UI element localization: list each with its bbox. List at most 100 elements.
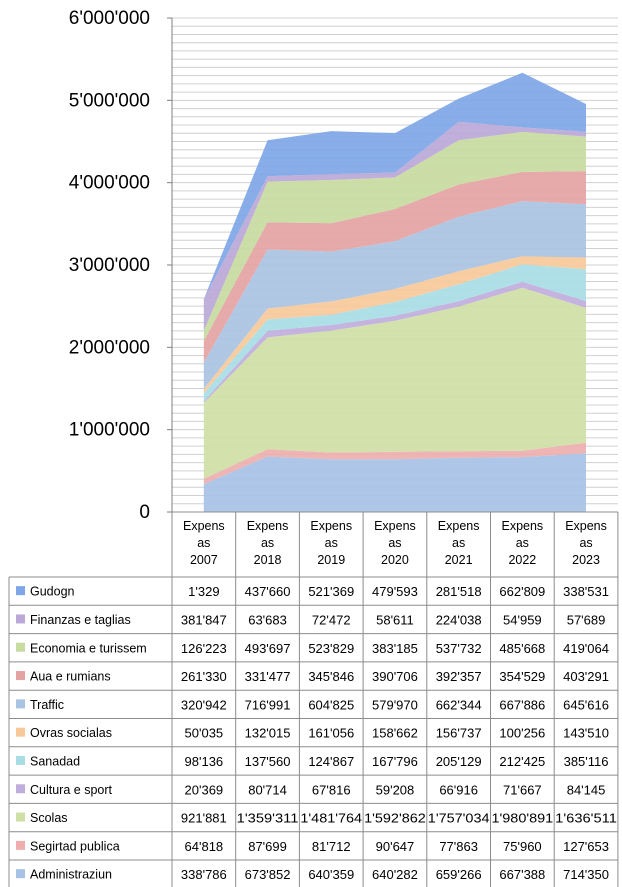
legend-swatch-sanadad — [16, 755, 25, 765]
legend-swatch-ovras-socialas — [16, 727, 25, 737]
legend-swatch-finanzas-e-taglias — [16, 614, 25, 624]
data-table: Expens as 2007 Expens as 2018 Expens as 2019 Expe… — [8, 511, 619, 887]
table-cell-value: 66'916 — [439, 782, 478, 797]
y-tick-label: 2'000'000 — [69, 337, 150, 358]
table-cell-value: 1'329 — [188, 584, 219, 599]
area-administraziun — [203, 453, 587, 512]
table-cell-value: 20'369 — [185, 782, 224, 797]
x-category-label: Expens as 2022 — [501, 519, 543, 567]
table-cell-value: 673'852 — [245, 867, 291, 882]
table-cell-value: 67'816 — [312, 782, 351, 797]
table-cell-value: 1'757'034 — [428, 811, 490, 826]
area-economia-e-turissem — [203, 131, 587, 342]
area-sanadad — [203, 264, 587, 402]
legend-label: Sanadad — [30, 754, 80, 768]
x-category-label: Expens as 2023 — [565, 519, 607, 567]
table-cell-value: 437'660 — [245, 584, 291, 599]
x-category-label: Expens as 2019 — [310, 519, 352, 567]
x-category-label: Expens as 2020 — [374, 519, 416, 567]
table-cell-value: 71'667 — [503, 782, 542, 797]
table-cell-value: 137'560 — [245, 754, 291, 769]
y-tick-label: 3'000'000 — [69, 255, 150, 276]
legend-swatch-traffic — [16, 699, 25, 709]
table-cell-value: 124'867 — [308, 754, 354, 769]
table-cell-value: 75'960 — [503, 839, 542, 854]
table-cell-value: 381'847 — [181, 612, 227, 627]
area-series — [203, 72, 587, 512]
table-cell-value: 63'683 — [248, 612, 287, 627]
table-cell-value: 662'809 — [499, 584, 545, 599]
legend-label: Segirtad publica — [30, 839, 120, 853]
table-cell-value: 667'388 — [499, 867, 545, 882]
table-cell-value: 716'991 — [245, 697, 291, 712]
table-cell-value: 90'647 — [376, 839, 415, 854]
legend-label: Cultura e sport — [30, 783, 113, 797]
table-cell-value: 354'529 — [499, 669, 545, 684]
table-cell-value: 59'208 — [376, 782, 415, 797]
table-cell-value: 523'829 — [308, 641, 354, 656]
table-cell-value: 714'350 — [563, 867, 609, 882]
area-gudogn — [203, 72, 587, 300]
legend-label: Administraziun — [30, 868, 112, 882]
table-cell-value: 57'689 — [567, 612, 606, 627]
table-cell-value: 72'472 — [312, 612, 351, 627]
table-cell-value: 224'038 — [436, 612, 482, 627]
legend-label: Aua e rumians — [30, 670, 111, 684]
table-cell-value: 212'425 — [499, 754, 545, 769]
table-cell-value: 390'706 — [372, 669, 418, 684]
table-cell-value: 537'732 — [436, 641, 482, 656]
table-cell-value: 345'846 — [308, 669, 354, 684]
table-cell-value: 338'786 — [181, 867, 227, 882]
legend-label: Ovras socialas — [30, 726, 112, 740]
table-cell-value: 604'825 — [308, 697, 354, 712]
table-cell-value: 392'357 — [436, 669, 482, 684]
table-cell-value: 419'064 — [563, 641, 609, 656]
table-cell-value: 54'959 — [503, 612, 542, 627]
legend-swatch-cultura-e-sport — [16, 784, 25, 794]
table-cell-value: 58'611 — [376, 612, 414, 627]
table-cell-value: 81'712 — [312, 839, 351, 854]
table-cell-value: 80'714 — [248, 782, 287, 797]
table-cell-value: 126'223 — [181, 641, 227, 656]
table-cell-value: 479'593 — [372, 584, 418, 599]
table-cell-value: 100'256 — [499, 726, 545, 741]
legend-label: Economia e turissem — [30, 641, 147, 655]
table-cell-value: 87'699 — [248, 839, 287, 854]
table-cell-value: 156'737 — [436, 726, 482, 741]
table-cell-value: 132'015 — [245, 726, 291, 741]
table-cell-value: 77'863 — [439, 839, 478, 854]
y-tick-label: 4'000'000 — [69, 173, 150, 194]
y-axis: 0 1'000'000 2'000'000 3'000'000 4'000'000 5'0… — [69, 8, 173, 523]
area-segirtad-publica — [203, 442, 587, 485]
area-scolas — [203, 287, 587, 479]
legend-swatch-scolas — [16, 812, 25, 822]
legend-label: Traffic — [30, 698, 64, 712]
table-cell-value: 320'942 — [181, 697, 227, 712]
legend-label: Scolas — [30, 811, 68, 825]
y-tick-label: 6'000'000 — [69, 8, 150, 29]
table-cell-value: 98'136 — [185, 754, 224, 769]
table-cell-value: 331'477 — [245, 669, 291, 684]
y-tick-label: 5'000'000 — [69, 90, 150, 111]
table-cell-value: 64'818 — [185, 839, 224, 854]
table-cell-value: 640'282 — [372, 867, 418, 882]
legend-swatch-administraziun — [16, 869, 25, 879]
table-cell-value: 485'668 — [499, 641, 545, 656]
legend-swatch-gudogn — [16, 586, 25, 596]
table-cell-value: 1'980'891 — [492, 811, 554, 826]
area-aua-e-rumians — [203, 171, 587, 363]
table-cell-value: 261'330 — [181, 669, 227, 684]
table-cell-value: 205'129 — [436, 754, 482, 769]
table-cell-value: 143'510 — [563, 726, 609, 741]
table-cell-value: 127'653 — [563, 839, 609, 854]
table-cell-value: 338'531 — [563, 584, 609, 599]
table-cell-value: 645'616 — [563, 697, 609, 712]
table-cell-value: 659'266 — [436, 867, 482, 882]
area-cultura-e-sport — [203, 281, 587, 403]
table-cell-value: 158'662 — [372, 726, 418, 741]
table-cell-value: 921'881 — [181, 811, 227, 826]
table-cell-value: 1'359'311 — [237, 811, 299, 826]
table-cell-value: 167'796 — [372, 754, 418, 769]
x-category-label: Expens as 2018 — [247, 519, 289, 567]
x-category-label: Expens as 2007 — [183, 519, 225, 567]
